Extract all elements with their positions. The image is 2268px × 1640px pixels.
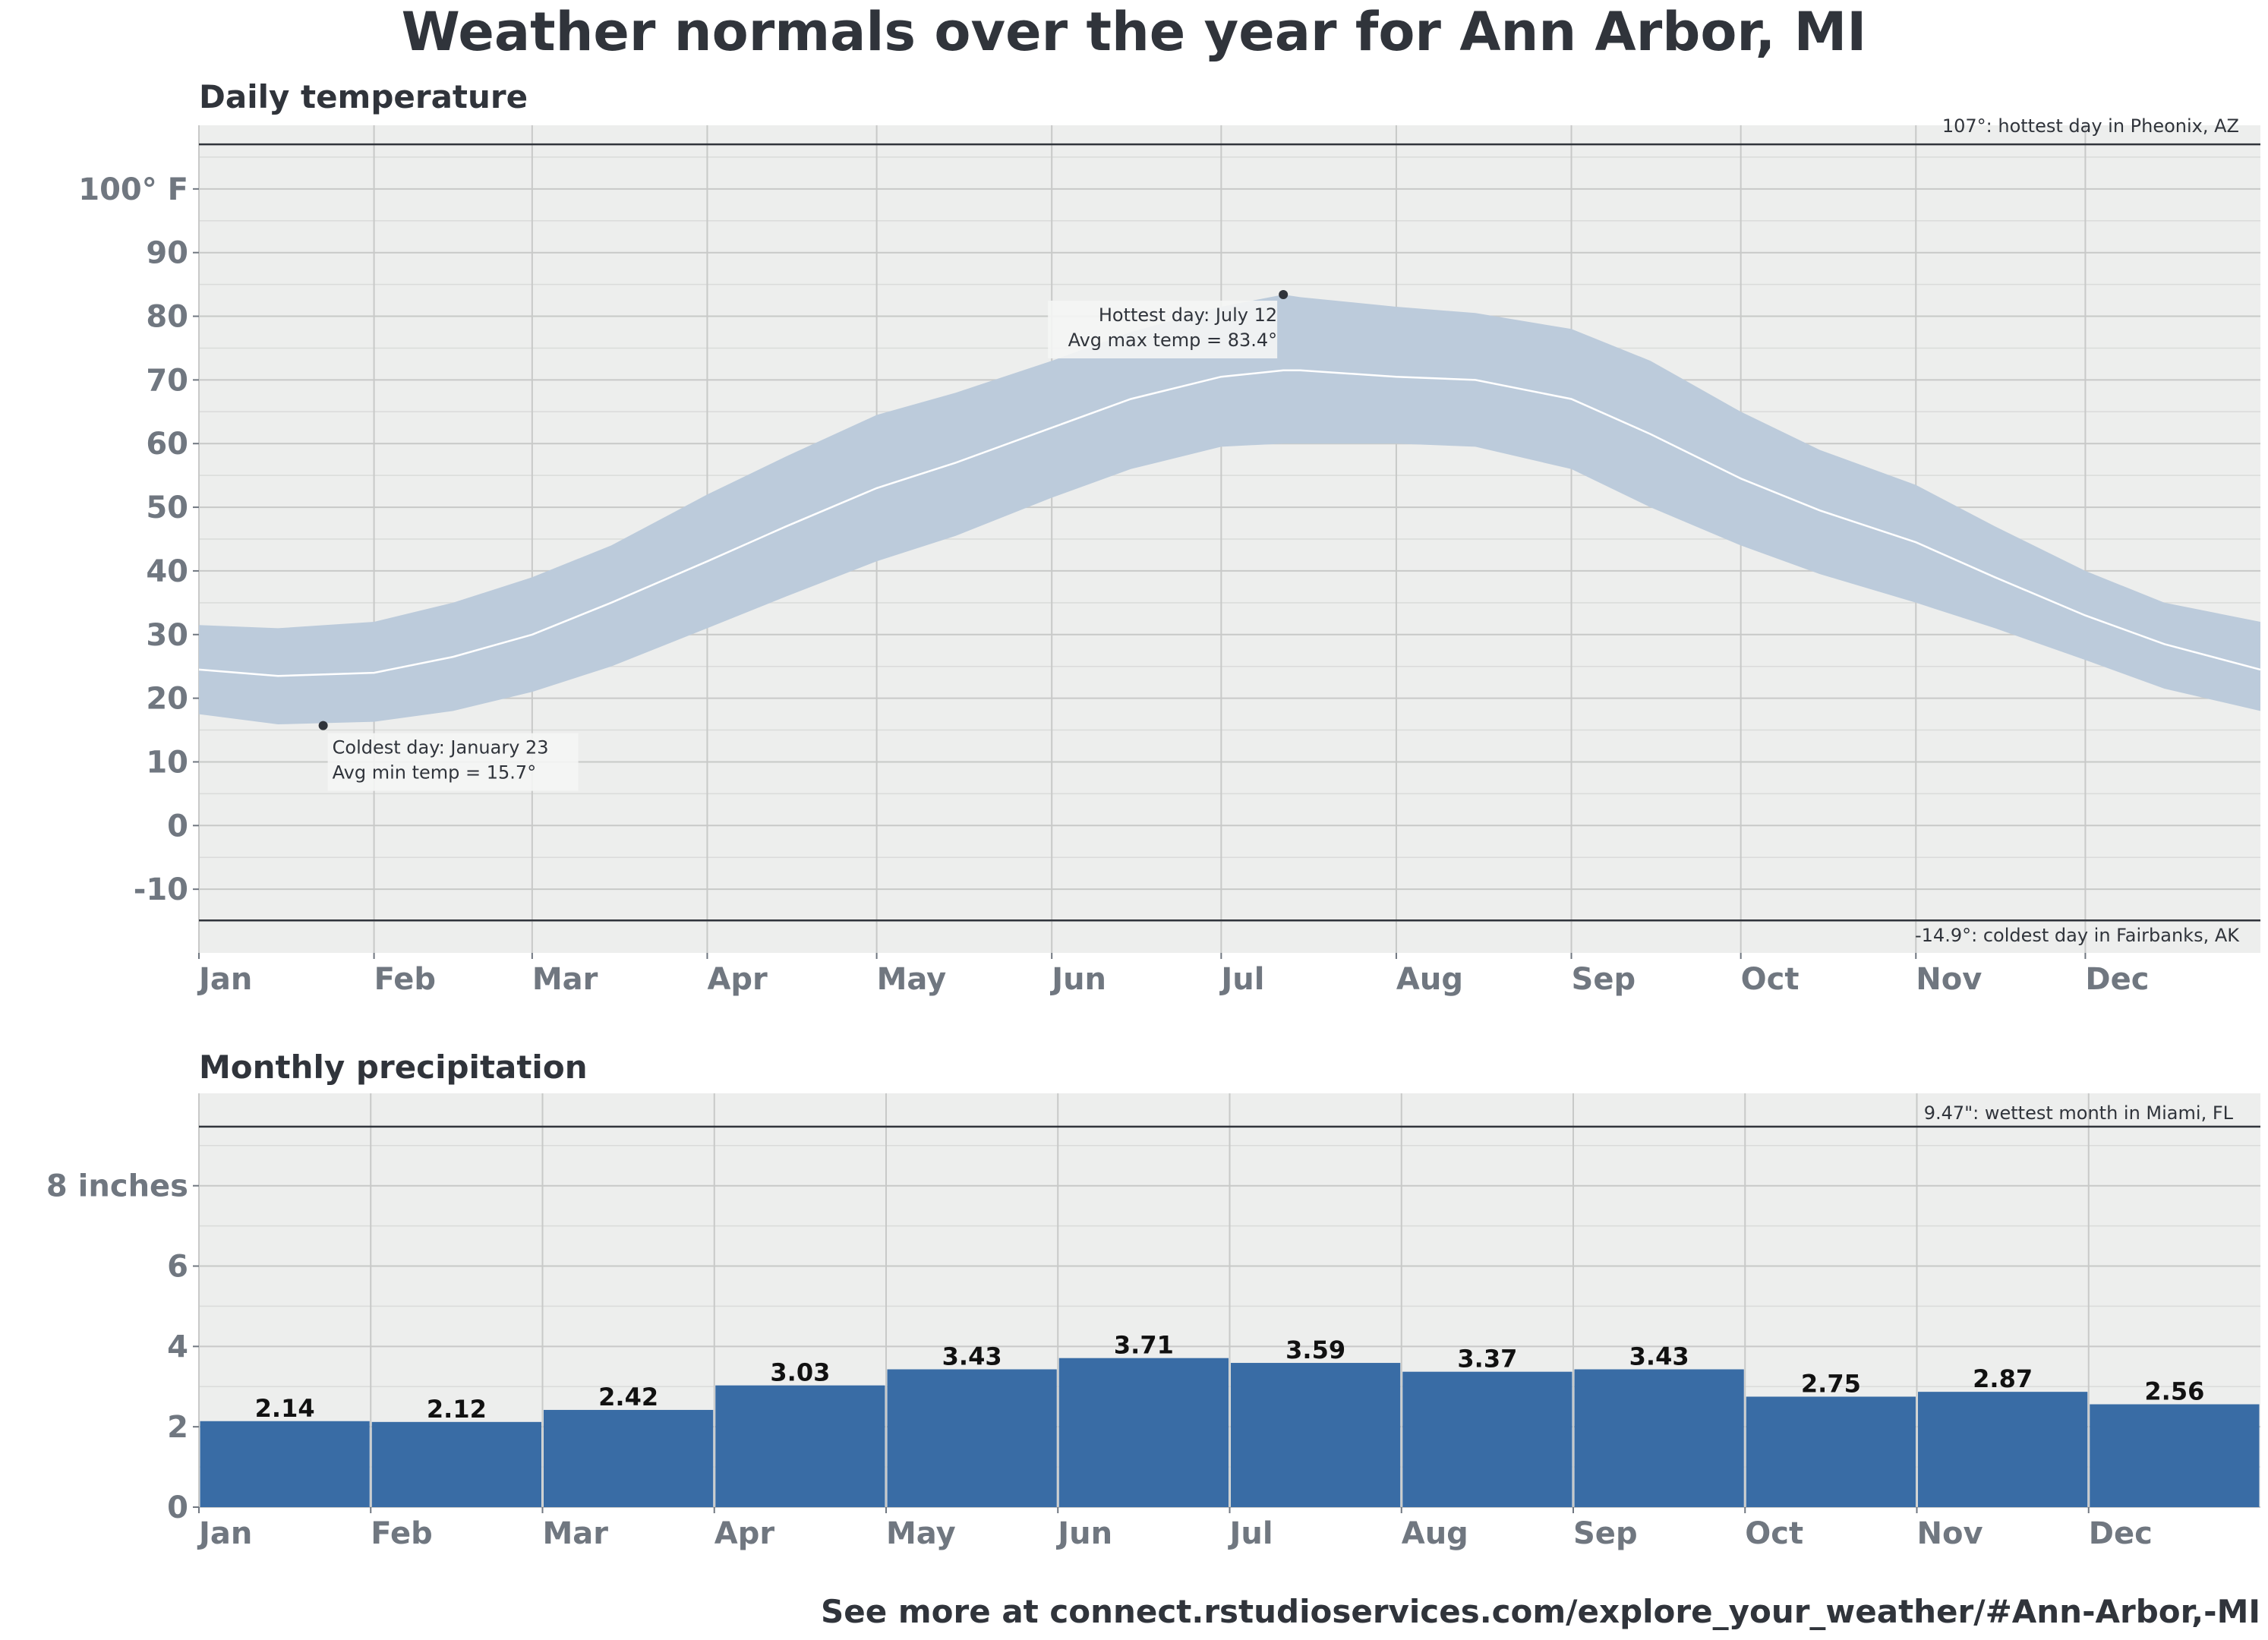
precipitation-bar xyxy=(715,1385,885,1507)
y-tick-label: 0 xyxy=(167,809,188,844)
x-tick-label: Aug xyxy=(1396,962,1463,997)
bar-value-label: 2.12 xyxy=(427,1395,487,1424)
y-tick-label: 0 xyxy=(167,1490,188,1525)
precipitation-x-axis: Jan Feb Mar Apr May Jun Jul Aug Sep Oct Nov Dec xyxy=(197,1507,2153,1551)
precipitation-bar xyxy=(1058,1358,1229,1507)
annotation-line: Hottest day: July 12 xyxy=(1099,304,1277,326)
y-tick-label: 90 xyxy=(146,236,188,271)
precipitation-value-labels: 2.14 2.12 2.42 3.03 3.43 3.71 3.59 3.37 3.43 2.75… xyxy=(255,1331,2205,1424)
bar-value-label: 3.43 xyxy=(942,1342,1002,1371)
temperature-range-band xyxy=(199,295,2260,724)
y-tick-label: 2 xyxy=(167,1410,188,1445)
reference-label: 107°: hottest day in Pheonix, AZ xyxy=(1942,115,2239,137)
precipitation-grid xyxy=(198,1093,2260,1508)
x-tick-label: Nov xyxy=(1917,1516,1983,1551)
x-tick-label: Jul xyxy=(1228,1516,1273,1551)
precipitation-bar xyxy=(544,1409,714,1507)
precipitation-bars xyxy=(200,1358,2260,1507)
x-tick-label: Sep xyxy=(1572,962,1636,997)
annotation-line: Avg min temp = 15.7° xyxy=(333,762,537,784)
x-tick-label: Nov xyxy=(1916,962,1982,997)
x-tick-label: May xyxy=(886,1516,956,1551)
temperature-average-line xyxy=(198,369,2261,677)
temperature-reference-lines: 107°: hottest day in Pheonix, AZ -14.9°: … xyxy=(199,115,2260,946)
x-tick-label: Feb xyxy=(371,1516,432,1551)
y-tick-label: -10 xyxy=(134,872,188,907)
y-tick-label: 10 xyxy=(146,745,188,780)
precipitation-bar xyxy=(1402,1371,1572,1507)
y-tick-label: 80 xyxy=(146,300,188,335)
temperature-x-axis: Jan Feb Mar Apr May Jun Jul Aug Sep Oct Nov Dec xyxy=(197,953,2149,997)
annotation-box xyxy=(1048,301,1278,359)
x-tick-label: Aug xyxy=(1402,1516,1468,1551)
y-tick-label: 50 xyxy=(146,490,188,525)
precipitation-bar xyxy=(1918,1392,2088,1507)
x-tick-label: May xyxy=(877,962,947,997)
precipitation-bar xyxy=(1231,1363,1401,1507)
precipitation-reference-lines: 9.47": wettest month in Miami, FL xyxy=(199,1102,2260,1128)
annotation-line: Avg max temp = 83.4° xyxy=(1068,330,1278,351)
precipitation-bar xyxy=(2090,1404,2260,1507)
precipitation-panel: Monthly precipitation 2.14 2.12 2.42 3.03 3.… xyxy=(46,1049,2260,1551)
annotation-line: Coldest day: January 23 xyxy=(333,737,549,758)
x-tick-label: Jan xyxy=(197,1516,252,1551)
precipitation-bar xyxy=(371,1421,541,1507)
y-tick-label: 30 xyxy=(146,618,188,653)
reference-label: -14.9°: coldest day in Fairbanks, AK xyxy=(1915,925,2240,946)
footer-link[interactable]: See more at connect.rstudioservices.com/… xyxy=(821,1593,2260,1630)
temperature-panel-title: Daily temperature xyxy=(199,78,528,115)
reference-label: 9.47": wettest month in Miami, FL xyxy=(1924,1102,2234,1124)
x-tick-label: Apr xyxy=(714,1516,775,1551)
bar-value-label: 3.43 xyxy=(1629,1342,1689,1371)
temperature-panel: Daily temperature 107°: hottest day in P… xyxy=(78,78,2261,997)
precipitation-bar xyxy=(200,1421,370,1507)
precipitation-bar xyxy=(1574,1369,1744,1507)
x-tick-label: Apr xyxy=(707,962,768,997)
bar-value-label: 2.75 xyxy=(1801,1369,1861,1398)
precipitation-y-axis: 0 2 4 6 8 inches xyxy=(46,1169,199,1525)
bar-value-label: 2.42 xyxy=(598,1383,658,1411)
chart-title: Weather normals over the year for Ann Ar… xyxy=(401,1,1867,63)
x-tick-label: Dec xyxy=(2089,1516,2153,1551)
temperature-annotations: Coldest day: January 23 Avg min temp = 15… xyxy=(318,290,1289,791)
y-tick-label: 70 xyxy=(146,363,188,398)
y-tick-label: 40 xyxy=(146,554,188,589)
x-tick-label: Oct xyxy=(1741,962,1800,997)
x-tick-label: Jul xyxy=(1219,962,1264,997)
x-tick-label: Mar xyxy=(532,962,598,997)
bar-value-label: 3.37 xyxy=(1457,1345,1517,1374)
y-tick-label: 100° F xyxy=(78,172,188,207)
bar-value-label: 3.71 xyxy=(1114,1331,1174,1360)
bar-value-label: 3.59 xyxy=(1285,1336,1345,1364)
y-tick-label: 8 inches xyxy=(46,1169,188,1204)
x-tick-label: Sep xyxy=(1573,1516,1638,1551)
x-tick-label: Dec xyxy=(2085,962,2149,997)
x-tick-label: Oct xyxy=(1745,1516,1803,1551)
bar-value-label: 2.14 xyxy=(255,1394,315,1423)
y-tick-label: 6 xyxy=(167,1250,188,1285)
y-tick-label: 4 xyxy=(167,1329,188,1364)
precipitation-bar xyxy=(1746,1396,1916,1507)
annotation-point xyxy=(318,721,328,730)
annotation-box xyxy=(327,733,579,791)
precipitation-bar xyxy=(887,1369,1057,1507)
y-tick-label: 20 xyxy=(146,682,188,717)
annotation-point xyxy=(1279,290,1289,300)
precipitation-panel-title: Monthly precipitation xyxy=(199,1049,588,1086)
x-tick-label: Mar xyxy=(543,1516,609,1551)
x-tick-label: Jun xyxy=(1049,962,1106,997)
temperature-y-axis: -10 0 10 20 30 40 50 60 70 80 90 100° F xyxy=(78,172,199,907)
x-tick-label: Jun xyxy=(1055,1516,1112,1551)
x-tick-label: Feb xyxy=(374,962,436,997)
bar-value-label: 2.87 xyxy=(1973,1364,2033,1393)
y-tick-label: 60 xyxy=(146,427,188,462)
bar-value-label: 2.56 xyxy=(2144,1377,2204,1406)
bar-value-label: 3.03 xyxy=(770,1358,830,1387)
x-tick-label: Jan xyxy=(197,962,252,997)
